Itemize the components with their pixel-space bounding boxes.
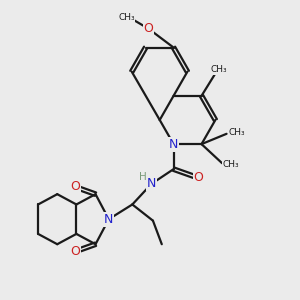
Text: CH₃: CH₃ xyxy=(211,65,227,74)
Text: CH₃: CH₃ xyxy=(222,160,239,169)
Text: N: N xyxy=(104,213,113,226)
Text: N: N xyxy=(169,138,178,151)
Text: O: O xyxy=(70,245,80,258)
Text: H: H xyxy=(140,172,147,182)
Text: CH₃: CH₃ xyxy=(118,13,135,22)
Text: CH₃: CH₃ xyxy=(229,128,245,137)
Text: O: O xyxy=(70,180,80,193)
Text: N: N xyxy=(147,177,156,190)
Text: O: O xyxy=(194,172,203,184)
Text: O: O xyxy=(144,22,154,35)
